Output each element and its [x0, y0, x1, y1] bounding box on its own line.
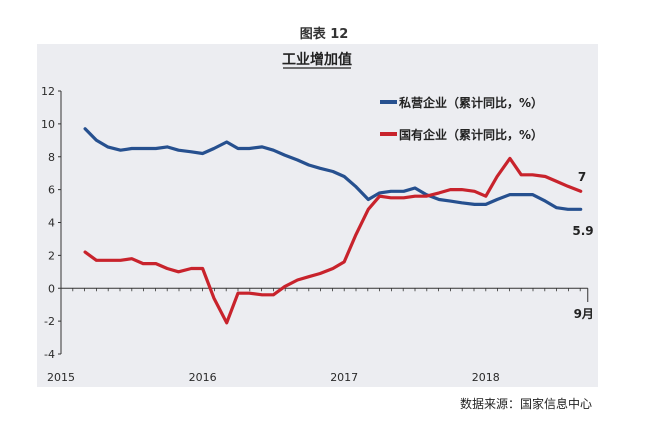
line-chart: 工业增加值 12 10 8 6 4 2 0 -2 -4 2015 2016 2017 2018 9月 私营…	[41, 51, 594, 384]
x-tick-label: 2015	[47, 371, 75, 384]
series-lines	[83, 127, 583, 325]
figure-label: 图表 12	[299, 27, 349, 42]
y-tick-label: -2	[44, 315, 55, 328]
legend-label-state: 国有企业（累计同比，%）	[399, 127, 543, 142]
y-tick-label: 0	[48, 282, 55, 295]
axes: 12 10 8 6 4 2 0 -2 -4 2015 2016 2017 2018 9月	[41, 85, 594, 384]
y-tick-label: 4	[48, 217, 55, 230]
chart-title: 工业增加值	[282, 51, 352, 68]
x-tick-label: 2016	[189, 371, 217, 384]
source-note: 数据来源：国家信息中心	[459, 397, 592, 411]
end-month-label: 9月	[574, 307, 594, 321]
y-tick-label: -4	[44, 348, 55, 361]
y-tick-label: 2	[48, 249, 55, 262]
chart-panel: 工业增加值 12 10 8 6 4 2 0 -2 -4 2015 2016 2017 2018 9月 私营…	[37, 44, 598, 387]
x-tick-label: 2017	[330, 371, 358, 384]
end-value-label-state: 7	[578, 170, 586, 184]
annotations: 75.9	[572, 170, 593, 238]
end-value-label-private: 5.9	[572, 224, 593, 238]
y-tick-label: 10	[41, 118, 55, 131]
y-tick-label: 8	[48, 151, 55, 164]
series-line-state	[83, 156, 583, 325]
y-tick-label: 12	[41, 85, 55, 98]
y-tick-label: 6	[48, 184, 55, 197]
legend-label-private: 私营企业（累计同比，%）	[398, 95, 543, 110]
x-tick-label: 2018	[472, 371, 500, 384]
legend: 私营企业（累计同比，%） 国有企业（累计同比，%）	[380, 95, 543, 142]
series-line-private	[83, 127, 583, 211]
